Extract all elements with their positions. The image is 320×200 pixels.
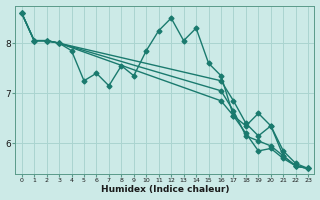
X-axis label: Humidex (Indice chaleur): Humidex (Indice chaleur) bbox=[101, 185, 229, 194]
